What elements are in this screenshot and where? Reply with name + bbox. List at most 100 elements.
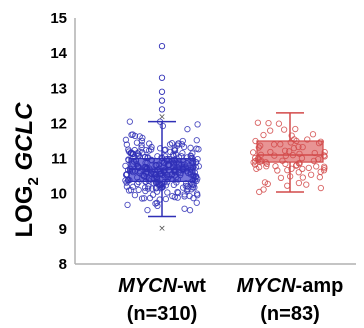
data-point (180, 143, 188, 151)
data-point (163, 171, 170, 179)
data-point (295, 143, 302, 151)
data-point (123, 183, 131, 190)
data-point (134, 174, 141, 181)
data-point (179, 149, 186, 157)
data-point (257, 142, 264, 149)
data-point (139, 171, 146, 179)
data-point (251, 157, 259, 165)
data-point (299, 144, 306, 151)
data-point (307, 171, 315, 178)
data-point (184, 154, 191, 161)
data-point (153, 188, 161, 195)
category-suffix: -wt (177, 275, 206, 297)
data-point (317, 138, 324, 145)
category-labels: MYCN-wt (n=310) MYCN-amp (n=83) (118, 275, 343, 325)
data-point (123, 179, 130, 186)
data-point (179, 184, 187, 191)
data-point (182, 180, 190, 187)
data-point (305, 164, 312, 172)
data-point (158, 158, 165, 165)
data-point (177, 171, 184, 179)
data-point (193, 199, 200, 206)
data-point (295, 179, 303, 187)
data-point (293, 137, 300, 145)
y-tick-label: 8 (59, 256, 67, 273)
data-point (184, 187, 191, 194)
data-point (313, 163, 320, 170)
data-point (310, 157, 318, 165)
data-point (158, 181, 165, 188)
category-suffix: -amp (296, 275, 344, 297)
data-point (150, 170, 157, 177)
data-point (249, 149, 257, 156)
data-point (149, 191, 157, 198)
category-gene: MYCN (237, 275, 296, 297)
data-point (252, 137, 259, 145)
data-point (254, 119, 262, 126)
data-point (193, 137, 200, 144)
category-n-label: (n=83) (260, 303, 319, 325)
data-point (288, 165, 295, 172)
data-point (255, 164, 263, 171)
data-point (181, 193, 188, 200)
data-point (287, 139, 294, 146)
data-point (144, 159, 151, 167)
data-point (296, 160, 303, 167)
data-point (152, 162, 159, 169)
data-point (139, 134, 146, 142)
data-point (148, 146, 155, 153)
y-tick-label: 10 (50, 186, 67, 203)
outlier-point (158, 88, 166, 95)
data-point (159, 122, 167, 130)
data-point (265, 120, 272, 127)
data-point (123, 171, 131, 178)
data-point (192, 159, 200, 166)
data-point (146, 194, 154, 202)
y-ticks: 8 9 10 11 12 13 14 15 (50, 10, 67, 273)
data-point (277, 141, 284, 148)
data-point (275, 120, 283, 127)
data-point (321, 148, 328, 156)
data-points (249, 119, 328, 196)
data-point (280, 126, 288, 133)
data-point (131, 158, 138, 165)
y-tick-label: 12 (50, 115, 67, 132)
data-point (126, 118, 133, 125)
data-point (189, 172, 197, 179)
data-point (272, 163, 279, 170)
data-point (159, 171, 166, 179)
data-point (152, 200, 159, 207)
category-n-label: (n=310) (127, 303, 198, 325)
data-point (321, 153, 328, 160)
data-point (260, 131, 267, 139)
data-point (255, 156, 262, 163)
y-axis-label: LOG2 GCLC (11, 102, 42, 238)
data-point (316, 174, 323, 181)
data-point (190, 194, 197, 202)
data-point (288, 132, 295, 139)
data-point (299, 165, 306, 172)
data-point (159, 154, 166, 162)
data-point (309, 131, 317, 138)
data-point (277, 174, 285, 181)
y-axis-label-gene: GCLC (11, 102, 38, 171)
category-label: MYCN-wt (118, 275, 206, 297)
data-point (122, 136, 130, 143)
data-point (317, 168, 324, 175)
data-point (270, 141, 278, 148)
data-point (142, 159, 149, 166)
data-point (164, 189, 171, 196)
data-point (303, 181, 310, 188)
data-point (135, 178, 142, 186)
data-point (135, 186, 142, 194)
data-point (123, 141, 130, 148)
data-point (174, 194, 181, 201)
data-point (138, 137, 146, 145)
data-point (129, 131, 136, 138)
data-point (157, 185, 164, 192)
data-point (193, 145, 200, 152)
series-wt: ×× (122, 42, 202, 234)
data-point (315, 155, 322, 163)
data-point (170, 181, 178, 189)
